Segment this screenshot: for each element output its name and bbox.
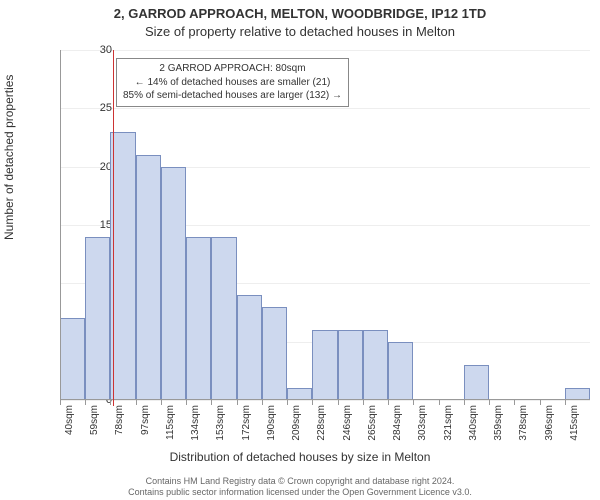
gridline xyxy=(60,400,590,401)
footer-copyright-1: Contains HM Land Registry data © Crown c… xyxy=(0,476,600,487)
x-tick-mark xyxy=(186,400,187,405)
x-tick-mark xyxy=(565,400,566,405)
gridline xyxy=(60,108,590,109)
footer-copyright-2: Contains public sector information licen… xyxy=(0,487,600,498)
x-axis-label: Distribution of detached houses by size … xyxy=(0,450,600,464)
x-tick-label: 153sqm xyxy=(215,405,226,455)
x-tick-label: 134sqm xyxy=(190,405,201,455)
x-tick-label: 59sqm xyxy=(89,405,100,455)
y-tick-label: 20 xyxy=(62,161,112,173)
x-tick-label: 115sqm xyxy=(165,405,176,455)
x-tick-mark xyxy=(237,400,238,405)
y-axis-label: Number of detached properties xyxy=(2,75,16,240)
x-tick-label: 303sqm xyxy=(417,405,428,455)
annotation-box: 2 GARROD APPROACH: 80sqm← 14% of detache… xyxy=(116,58,349,107)
histogram-bar xyxy=(388,342,413,400)
x-tick-mark xyxy=(161,400,162,405)
y-axis-line xyxy=(60,50,61,400)
plot-area: 05101520253040sqm59sqm78sqm97sqm115sqm13… xyxy=(60,50,590,400)
x-tick-mark xyxy=(211,400,212,405)
histogram-bar xyxy=(338,330,363,400)
x-tick-mark xyxy=(514,400,515,405)
property-size-chart: 2, GARROD APPROACH, MELTON, WOODBRIDGE, … xyxy=(0,0,600,500)
x-tick-label: 228sqm xyxy=(316,405,327,455)
x-tick-mark xyxy=(363,400,364,405)
histogram-bar xyxy=(161,167,186,400)
x-tick-mark xyxy=(287,400,288,405)
x-tick-mark xyxy=(60,400,61,405)
x-axis-line xyxy=(60,399,590,400)
x-tick-mark xyxy=(413,400,414,405)
x-tick-mark xyxy=(110,400,111,405)
x-tick-mark xyxy=(136,400,137,405)
gridline xyxy=(60,50,590,51)
x-tick-label: 40sqm xyxy=(64,405,75,455)
y-tick-label: 15 xyxy=(62,219,112,231)
histogram-bar xyxy=(262,307,287,400)
x-tick-label: 97sqm xyxy=(140,405,151,455)
x-tick-mark xyxy=(312,400,313,405)
histogram-bar xyxy=(312,330,337,400)
property-marker-line xyxy=(113,50,114,406)
x-tick-label: 396sqm xyxy=(544,405,555,455)
annotation-line-2: ← 14% of detached houses are smaller (21… xyxy=(123,76,342,90)
histogram-bar xyxy=(211,237,236,400)
histogram-bar xyxy=(186,237,211,400)
chart-footer: Contains HM Land Registry data © Crown c… xyxy=(0,476,600,499)
x-tick-mark xyxy=(489,400,490,405)
annotation-line-3: 85% of semi-detached houses are larger (… xyxy=(123,89,342,103)
x-tick-label: 284sqm xyxy=(392,405,403,455)
annotation-line-1: 2 GARROD APPROACH: 80sqm xyxy=(123,62,342,76)
x-tick-label: 321sqm xyxy=(443,405,454,455)
histogram-bar xyxy=(363,330,388,400)
x-tick-mark xyxy=(262,400,263,405)
x-tick-mark xyxy=(338,400,339,405)
x-tick-label: 246sqm xyxy=(342,405,353,455)
chart-subtitle: Size of property relative to detached ho… xyxy=(0,24,600,39)
y-tick-label: 30 xyxy=(62,44,112,56)
x-tick-mark xyxy=(388,400,389,405)
x-tick-label: 172sqm xyxy=(241,405,252,455)
x-tick-label: 78sqm xyxy=(114,405,125,455)
chart-title-address: 2, GARROD APPROACH, MELTON, WOODBRIDGE, … xyxy=(0,6,600,21)
x-tick-label: 340sqm xyxy=(468,405,479,455)
histogram-bar xyxy=(60,318,85,400)
x-tick-label: 378sqm xyxy=(518,405,529,455)
x-tick-label: 209sqm xyxy=(291,405,302,455)
x-tick-mark xyxy=(540,400,541,405)
x-tick-mark xyxy=(464,400,465,405)
x-tick-label: 190sqm xyxy=(266,405,277,455)
y-tick-label: 25 xyxy=(62,102,112,114)
histogram-bar xyxy=(110,132,135,400)
histogram-bar xyxy=(464,365,489,400)
x-tick-label: 415sqm xyxy=(569,405,580,455)
x-tick-mark xyxy=(439,400,440,405)
x-tick-label: 359sqm xyxy=(493,405,504,455)
x-tick-label: 265sqm xyxy=(367,405,378,455)
histogram-bar xyxy=(136,155,161,400)
histogram-bar xyxy=(85,237,110,400)
x-tick-mark xyxy=(85,400,86,405)
histogram-bar xyxy=(237,295,262,400)
